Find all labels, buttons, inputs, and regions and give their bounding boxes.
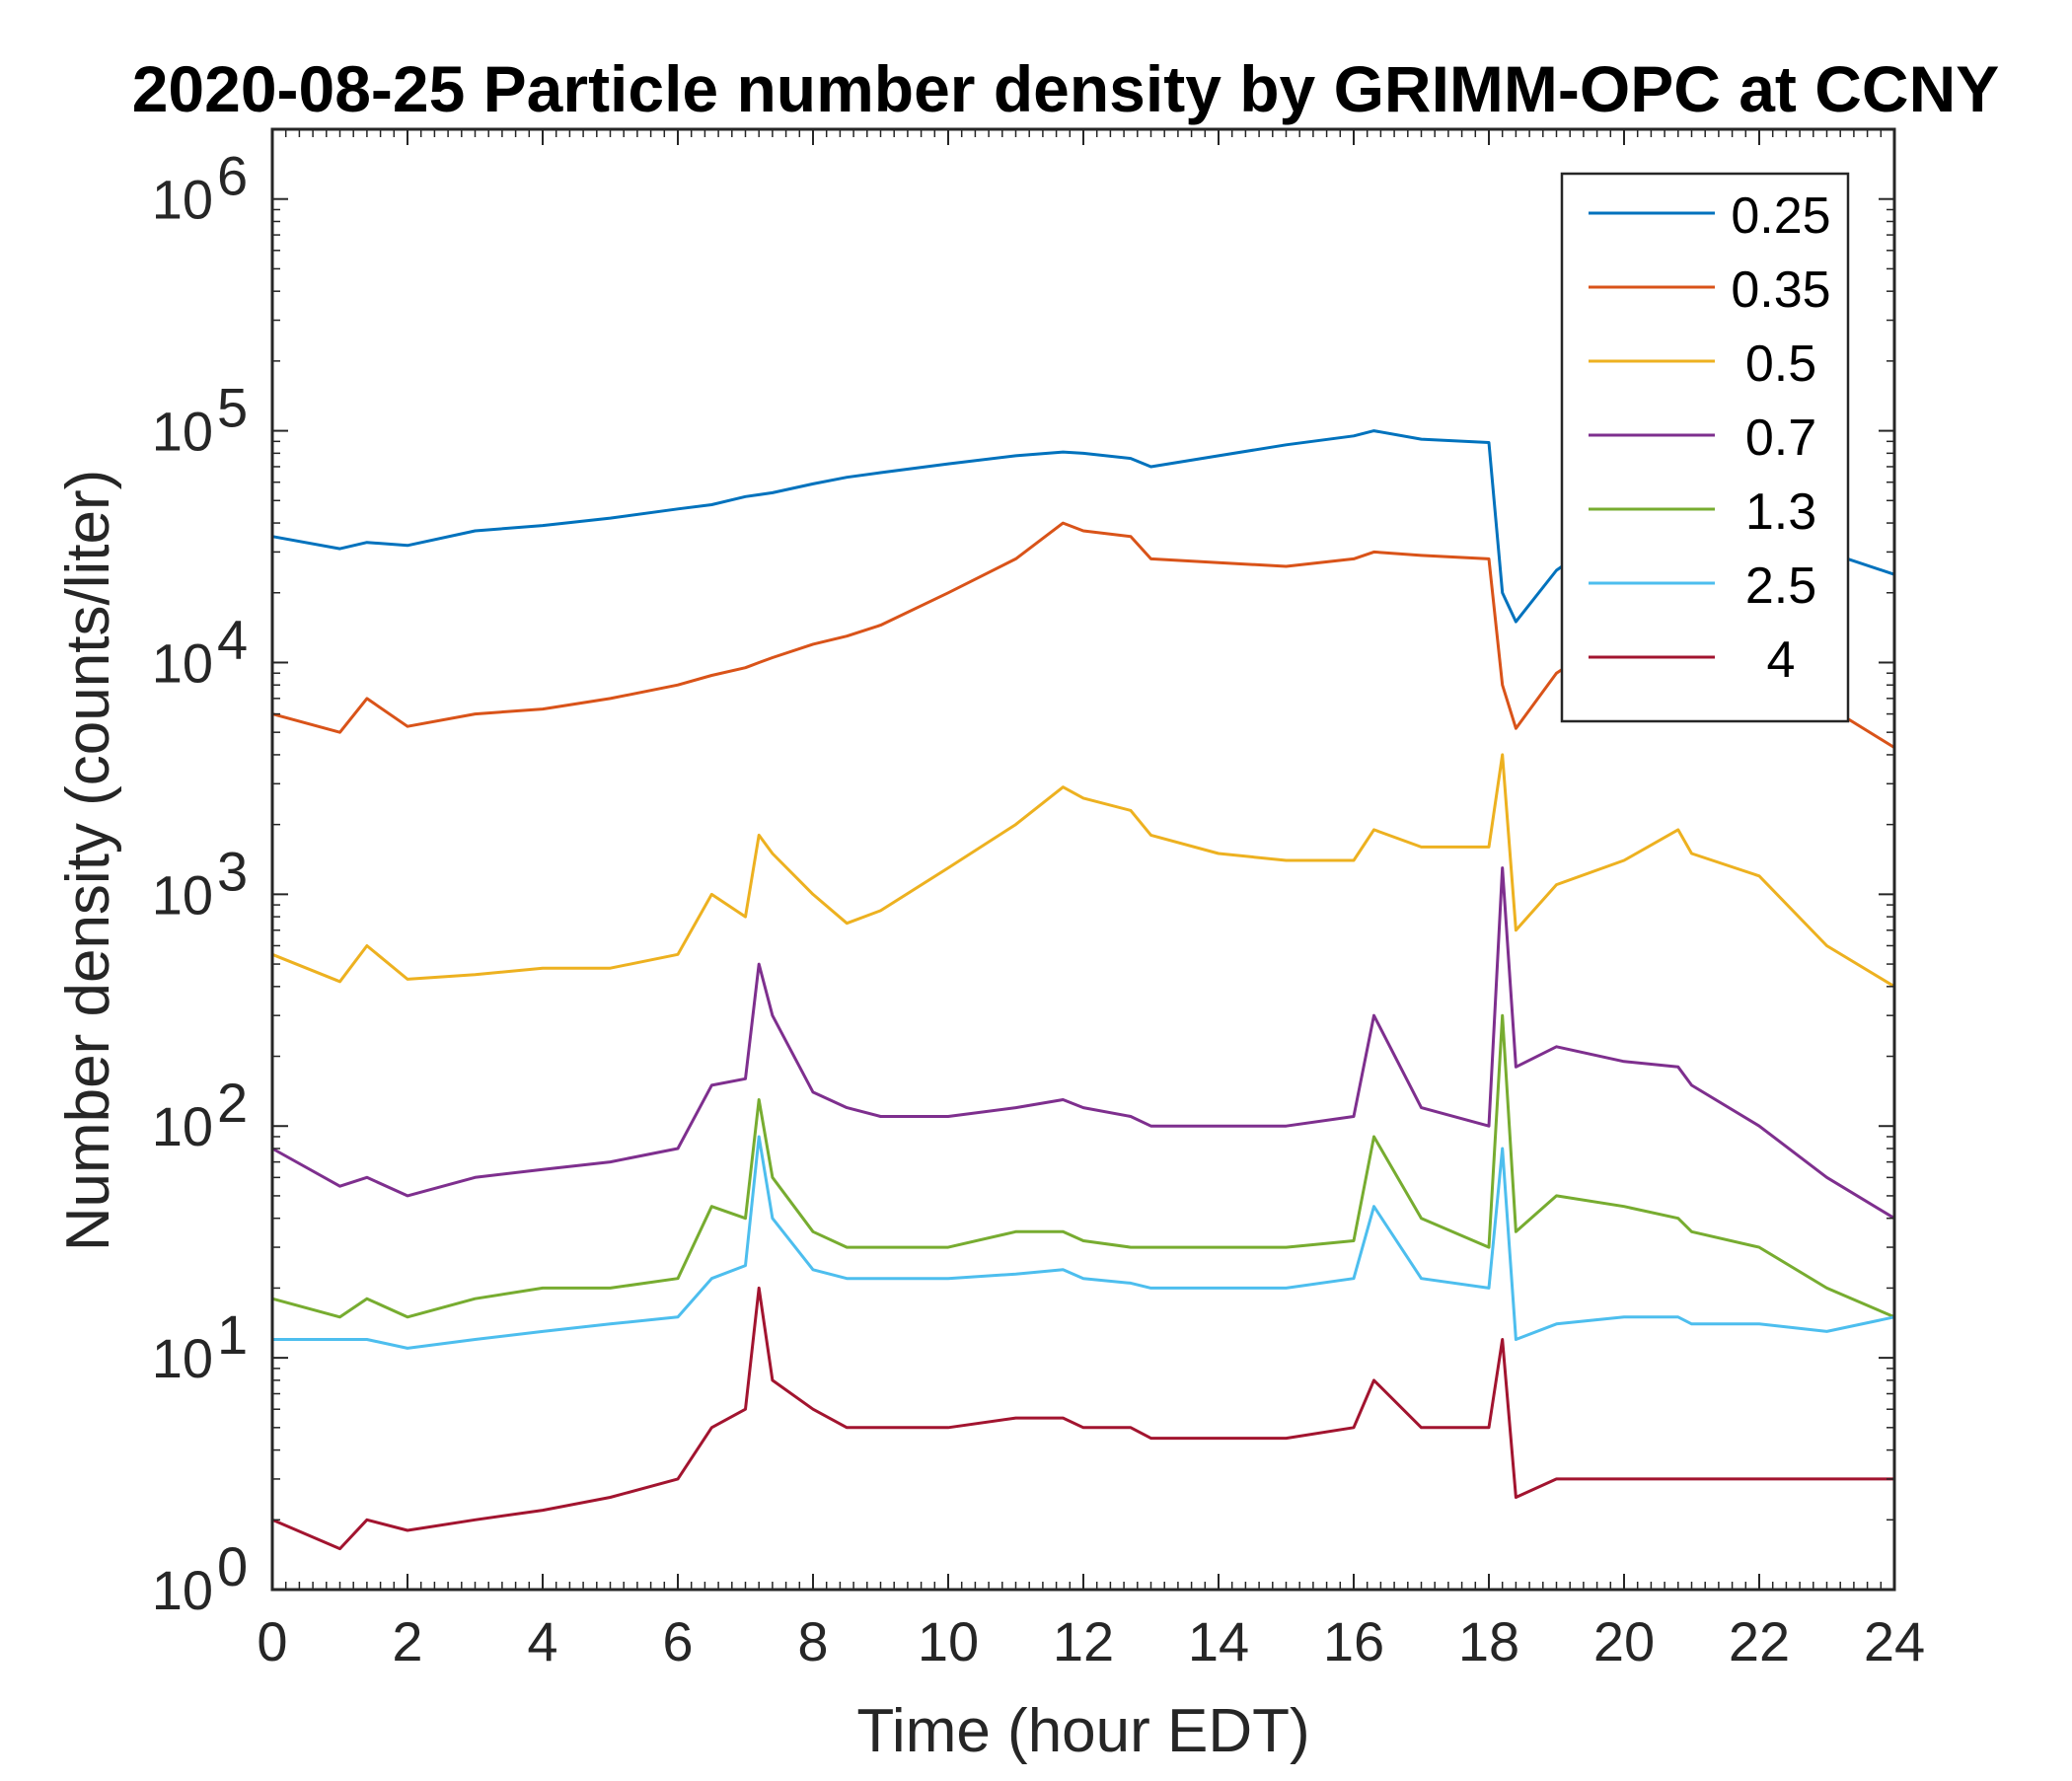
x-axis-label: Time (hour EDT) [856, 1697, 1309, 1765]
legend-box [1560, 172, 1850, 723]
x-tick-label: 12 [1053, 1610, 1114, 1672]
x-tick-label: 0 [257, 1610, 287, 1672]
series-line-6 [271, 1286, 1894, 1551]
x-tick-label: 14 [1188, 1610, 1249, 1672]
x-tick-label: 16 [1323, 1610, 1384, 1672]
y-tick-exponent: 2 [217, 1072, 248, 1134]
x-tick-label: 6 [662, 1610, 693, 1672]
y-tick-exponent: 4 [217, 608, 248, 670]
legend-label-0: 0.25 [1731, 187, 1830, 245]
x-tick-label: 20 [1593, 1610, 1655, 1672]
legend-label-1: 0.35 [1731, 261, 1830, 319]
x-tick-label: 8 [797, 1610, 828, 1672]
legend-label-6: 4 [1767, 631, 1796, 689]
x-tick-label: 18 [1458, 1610, 1519, 1672]
x-tick-label: 22 [1729, 1610, 1790, 1672]
y-tick-label: 10 [152, 1327, 213, 1389]
y-axis-label: Number density (counts/liter) [54, 470, 122, 1252]
y-tick-exponent: 6 [217, 145, 248, 207]
legend-label-3: 0.7 [1745, 409, 1816, 467]
x-tick-label: 4 [527, 1610, 557, 1672]
chart-title: 2020-08-25 Particle number density by GR… [132, 52, 2000, 125]
series-line-2 [271, 753, 1895, 989]
legend-label-4: 1.3 [1745, 483, 1816, 541]
y-tick-label: 10 [152, 1559, 213, 1621]
x-tick-label: 10 [918, 1610, 979, 1672]
legend-label-2: 0.5 [1745, 335, 1816, 393]
y-tick-label: 10 [152, 1095, 213, 1157]
legend: 0.25 0.35 0.5 0.7 1.3 2.5 4 [1560, 172, 1850, 723]
y-tick-exponent: 3 [217, 840, 248, 902]
y-tick-label: 10 [152, 863, 213, 926]
y-tick-exponent: 5 [217, 377, 248, 439]
y-tick-exponent: 1 [217, 1303, 248, 1366]
x-tick-label: 2 [392, 1610, 422, 1672]
series-line-4 [271, 1013, 1895, 1319]
y-tick-label: 10 [152, 631, 213, 694]
series-line-5 [272, 1135, 1895, 1350]
y-tick-label: 10 [152, 169, 213, 231]
y-tick-exponent: 0 [217, 1535, 248, 1597]
series-line-3 [271, 866, 1895, 1220]
x-tick-label: 24 [1864, 1610, 1925, 1672]
plot-area [271, 429, 1895, 1551]
legend-label-5: 2.5 [1745, 557, 1816, 615]
y-tick-label: 10 [152, 401, 213, 463]
